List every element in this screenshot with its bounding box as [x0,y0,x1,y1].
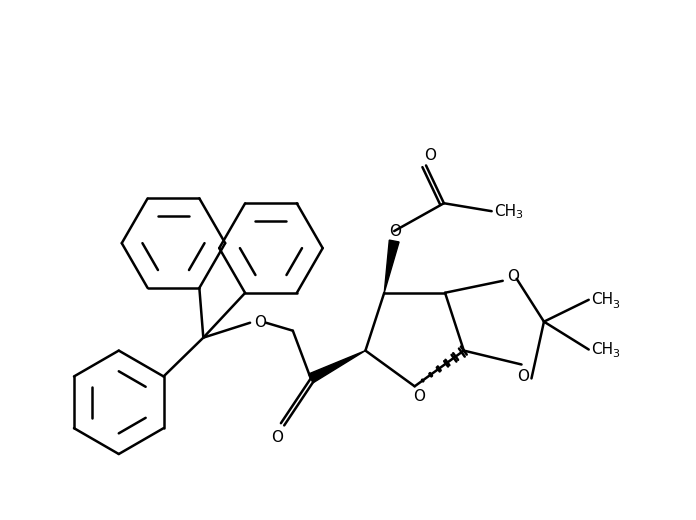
Polygon shape [308,350,365,383]
Polygon shape [384,240,399,293]
Text: CH: CH [591,292,613,307]
Text: CH: CH [591,342,613,357]
Text: O: O [389,224,401,239]
Text: O: O [424,148,436,163]
Text: CH: CH [493,204,516,219]
Text: 3: 3 [516,210,523,220]
Text: 3: 3 [612,300,619,310]
Text: O: O [518,369,530,384]
Text: O: O [254,315,266,330]
Text: O: O [271,430,283,445]
Text: 3: 3 [612,349,619,359]
Text: O: O [413,389,426,404]
Text: O: O [507,269,519,284]
